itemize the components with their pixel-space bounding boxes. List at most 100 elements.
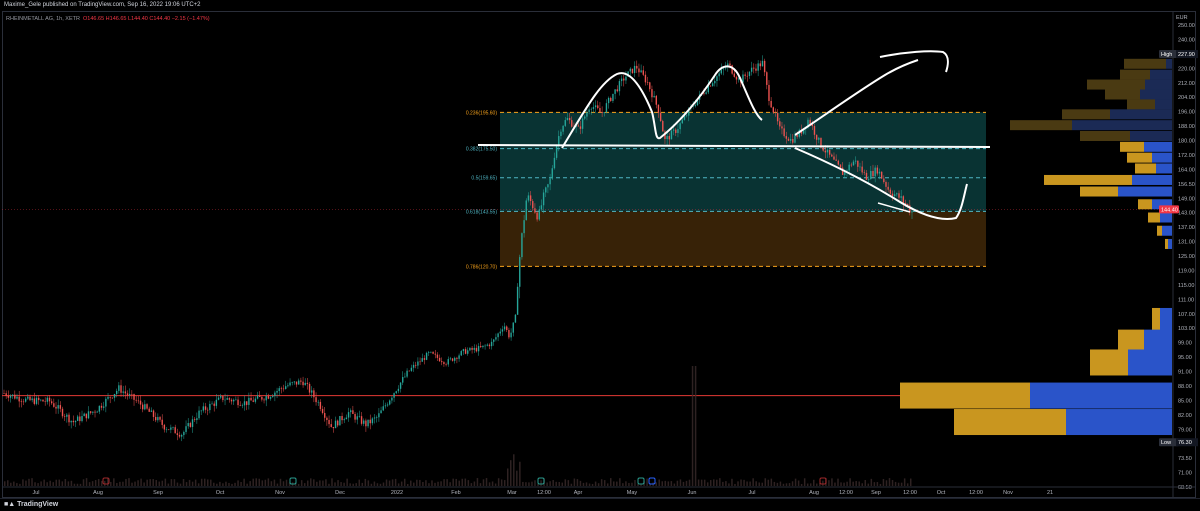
volume-bar <box>579 480 582 486</box>
candle-body <box>189 423 192 427</box>
volume-bar <box>149 479 151 486</box>
profile-row-up <box>1152 152 1172 163</box>
candle-body <box>122 391 124 393</box>
candle-body <box>493 339 495 342</box>
volume-bar <box>249 481 251 486</box>
candle-body <box>215 399 218 406</box>
volume-bar <box>310 478 312 486</box>
volume-bar <box>319 480 321 486</box>
candle-body <box>774 112 777 114</box>
candle-body <box>878 171 881 174</box>
candle-body <box>759 63 762 67</box>
volume-bar <box>876 482 879 486</box>
profile-row-down <box>1087 79 1145 90</box>
profile-row-down <box>954 409 1066 436</box>
candle-body <box>183 431 185 436</box>
brand-name: TradingView <box>17 501 59 508</box>
volume-bar <box>419 479 421 486</box>
volume-bar <box>813 479 815 486</box>
time-tick-label: Sep <box>153 490 163 496</box>
candle-body <box>274 392 276 397</box>
candle-body <box>328 419 330 425</box>
volume-bar <box>234 482 236 486</box>
candle-body <box>547 184 549 188</box>
volume-bar <box>882 478 885 486</box>
candle-body <box>577 125 579 127</box>
fib-level-label: 0.5(159.65) <box>471 176 497 182</box>
volume-bar <box>510 460 512 486</box>
candle-body <box>5 393 7 396</box>
volume-bar <box>806 483 809 486</box>
candle-body <box>815 134 818 140</box>
candle-body <box>653 95 655 98</box>
tradingview-logo[interactable]: ■▲ TradingView <box>4 501 58 508</box>
candle-body <box>406 370 408 377</box>
candle-body <box>792 139 794 143</box>
candle-body <box>241 405 244 406</box>
volume-bar <box>182 479 185 486</box>
volume-bar <box>258 478 261 486</box>
candle-body <box>217 397 220 400</box>
candle-body <box>716 76 718 82</box>
candle-body <box>239 405 241 406</box>
price-chart[interactable]: 0.236(195.60) 0.382(175.50) 0.5(159.65) 0.6… <box>0 0 1200 498</box>
candle-body <box>324 413 326 418</box>
candle-body <box>259 395 261 397</box>
volume-bar <box>740 479 742 486</box>
candle-body <box>733 73 736 77</box>
candle-body <box>469 347 471 351</box>
volume-bar <box>731 478 733 486</box>
volume-bar <box>128 478 130 486</box>
candle-body <box>261 396 263 400</box>
volume-bar <box>606 483 609 486</box>
volume-bar <box>416 479 418 486</box>
volume-bar <box>722 481 724 486</box>
volume-bar <box>28 478 30 486</box>
candle-body <box>178 434 181 437</box>
candle-body <box>911 211 913 213</box>
volume-bar <box>197 483 200 486</box>
candle-body <box>512 322 514 333</box>
candle-body <box>230 399 233 402</box>
candle-body <box>880 171 883 179</box>
volume-bar <box>64 479 67 486</box>
candle-body <box>499 331 501 334</box>
profile-row-up <box>1162 225 1172 236</box>
volume-bar <box>394 478 397 486</box>
price-tick-label: 164.00 <box>1178 167 1195 173</box>
candle-body <box>475 347 478 352</box>
volume-bar <box>728 483 730 486</box>
volume-bar <box>834 482 836 486</box>
candle-body <box>896 193 898 195</box>
candle-body <box>581 118 584 129</box>
candle-body <box>185 426 187 432</box>
volume-bar <box>746 481 748 486</box>
candle-body <box>159 417 161 420</box>
candle-body <box>378 413 380 418</box>
volume-bar <box>25 480 27 486</box>
candle-body <box>870 170 872 180</box>
volume-bar <box>779 481 782 486</box>
candle-body <box>859 166 861 168</box>
fib-level-label: 0.786(120.70) <box>466 264 497 270</box>
candle-body <box>649 82 651 90</box>
candle-body <box>170 427 172 430</box>
candle-body <box>883 178 885 183</box>
volume-bar <box>455 478 457 486</box>
volume-bar <box>691 366 694 486</box>
volume-bar <box>370 483 373 486</box>
volume-bar <box>685 480 688 486</box>
volume-bar <box>570 483 573 486</box>
volume-bar <box>255 478 257 486</box>
candle-body <box>514 314 517 323</box>
candle-body <box>568 117 571 121</box>
candle-body <box>345 417 348 420</box>
volume-bar <box>167 483 170 486</box>
volume-bar <box>210 479 212 486</box>
event-marker-icon <box>637 477 645 485</box>
candle-body <box>677 129 679 133</box>
candle-body <box>529 195 532 202</box>
volume-bar <box>176 482 179 486</box>
candle-body <box>597 105 599 109</box>
profile-row-down <box>1157 225 1162 236</box>
